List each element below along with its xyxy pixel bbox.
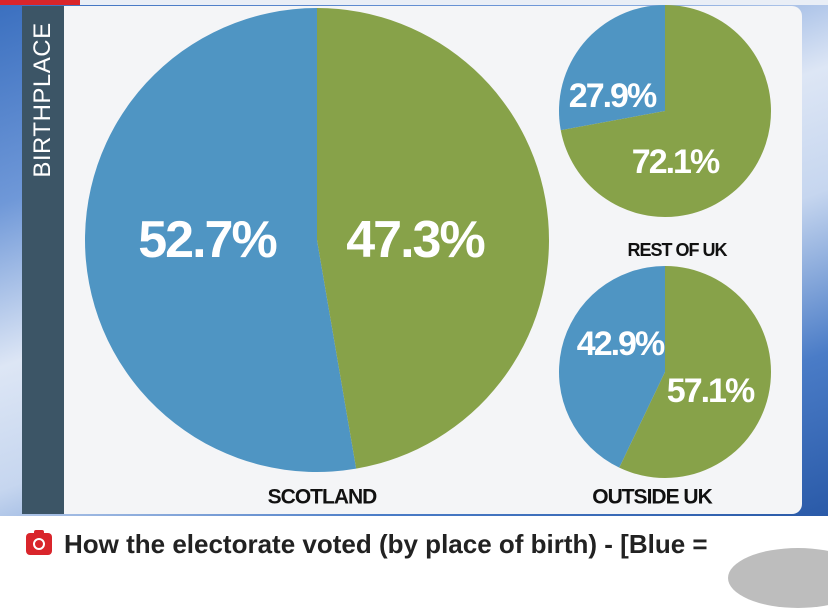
outside-uk-slice-blue (559, 266, 665, 468)
scotland-slice-blue (85, 8, 357, 472)
outside-uk-label-green: 57.1% (667, 372, 755, 410)
caption-text: How the electorate voted (by place of bi… (64, 528, 708, 559)
scotland-slice-green (317, 8, 550, 469)
scotland-title: SCOTLAND (268, 486, 377, 509)
top-strip (0, 0, 828, 5)
outside-uk-title: OUTSIDE UK (592, 486, 712, 509)
caption: How the electorate voted (by place of bi… (26, 524, 708, 564)
outside-uk-label-blue: 42.9% (577, 325, 665, 363)
side-band (22, 6, 64, 514)
rest-of-uk-slice-blue (559, 5, 665, 131)
outside-uk-slice-green (619, 266, 772, 478)
chart-figure: BIRTHPLACE 52.7% 47.3% SCOTLAND 27.9% 72.1% R… (0, 0, 828, 516)
rest-of-uk-label-green: 72.1% (632, 143, 720, 181)
rest-of-uk-slice-green (560, 5, 771, 217)
scotland-label-blue: 52.7% (138, 211, 276, 269)
scotland-label-green: 47.3% (346, 211, 484, 269)
rest-of-uk-title: REST OF UK (627, 240, 727, 260)
red-tab (0, 0, 80, 5)
pie-charts: 52.7% 47.3% SCOTLAND 27.9% 72.1% REST OF UK 42… (85, 5, 772, 509)
camera-icon (26, 530, 52, 555)
rest-of-uk-label-blue: 27.9% (569, 77, 657, 115)
corner-swoosh (728, 548, 828, 608)
